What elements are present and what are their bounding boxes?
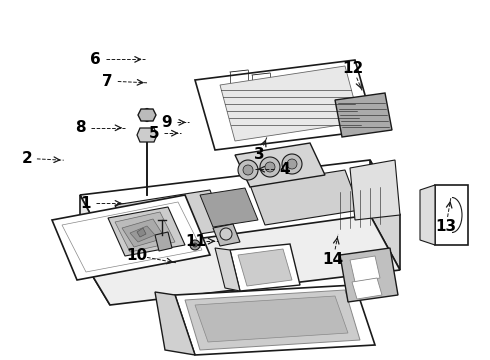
Polygon shape (155, 292, 195, 355)
Polygon shape (115, 212, 175, 252)
Polygon shape (235, 143, 325, 187)
Circle shape (287, 159, 297, 169)
Text: 12: 12 (342, 61, 364, 76)
Polygon shape (138, 109, 156, 121)
Polygon shape (340, 248, 398, 302)
Text: 13: 13 (435, 219, 457, 234)
Text: 8: 8 (75, 120, 86, 135)
Polygon shape (52, 195, 210, 280)
Text: 11: 11 (186, 234, 206, 249)
Text: 5: 5 (149, 126, 160, 141)
Polygon shape (335, 93, 392, 137)
Circle shape (238, 160, 258, 180)
Polygon shape (155, 232, 172, 251)
Text: 9: 9 (161, 115, 172, 130)
Text: 10: 10 (126, 248, 148, 263)
Polygon shape (175, 285, 375, 355)
Polygon shape (220, 66, 360, 141)
Polygon shape (230, 244, 300, 291)
Polygon shape (350, 160, 400, 220)
Text: 14: 14 (322, 252, 344, 267)
Polygon shape (62, 202, 202, 272)
Polygon shape (352, 278, 382, 299)
Polygon shape (137, 228, 146, 237)
Circle shape (265, 162, 275, 172)
Polygon shape (213, 224, 240, 246)
Text: 1: 1 (80, 196, 91, 211)
Circle shape (190, 240, 200, 250)
Polygon shape (80, 195, 110, 305)
Polygon shape (370, 160, 400, 270)
Polygon shape (420, 185, 435, 245)
Polygon shape (195, 296, 348, 342)
Polygon shape (250, 170, 360, 225)
Text: 6: 6 (90, 52, 101, 67)
Polygon shape (80, 215, 400, 305)
Circle shape (282, 154, 302, 174)
Circle shape (141, 109, 153, 121)
Polygon shape (350, 256, 380, 282)
Polygon shape (137, 128, 157, 142)
Polygon shape (108, 207, 185, 256)
Polygon shape (238, 249, 292, 286)
Polygon shape (195, 60, 375, 150)
Polygon shape (80, 160, 400, 250)
Text: 4: 4 (279, 162, 290, 177)
Text: 3: 3 (254, 147, 265, 162)
Polygon shape (215, 248, 240, 291)
Polygon shape (130, 226, 155, 242)
Polygon shape (200, 188, 258, 227)
Polygon shape (185, 290, 360, 350)
Polygon shape (435, 185, 468, 245)
Polygon shape (115, 190, 225, 245)
Circle shape (243, 165, 253, 175)
Circle shape (260, 157, 280, 177)
Text: 7: 7 (102, 73, 113, 89)
Polygon shape (122, 219, 165, 247)
Text: 2: 2 (22, 151, 32, 166)
Circle shape (220, 228, 232, 240)
Circle shape (193, 243, 197, 247)
